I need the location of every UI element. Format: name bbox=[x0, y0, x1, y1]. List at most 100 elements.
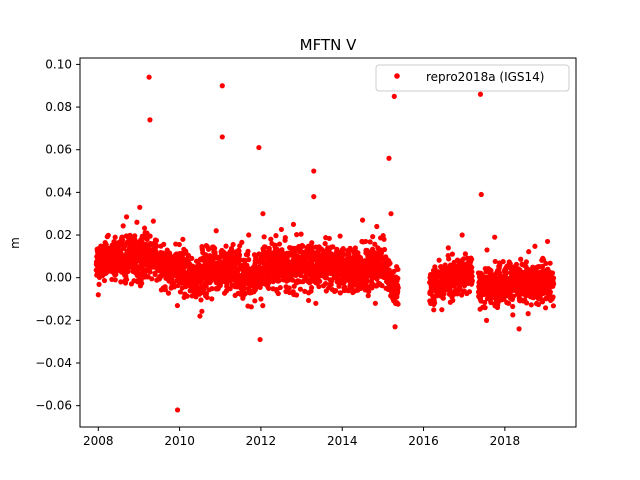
data-point bbox=[513, 261, 520, 268]
data-point bbox=[544, 238, 551, 245]
data-point bbox=[469, 273, 475, 279]
data-point bbox=[469, 264, 475, 271]
data-point bbox=[317, 278, 323, 284]
data-point bbox=[198, 297, 204, 303]
legend-box bbox=[375, 64, 570, 92]
data-point bbox=[482, 299, 488, 306]
data-point bbox=[516, 326, 522, 332]
data-point bbox=[395, 301, 401, 307]
data-point bbox=[378, 250, 385, 256]
data-point bbox=[550, 294, 556, 300]
data-point bbox=[212, 245, 218, 251]
data-point bbox=[445, 245, 451, 251]
data-point bbox=[239, 239, 245, 245]
data-point bbox=[209, 296, 215, 302]
data-point bbox=[462, 251, 468, 257]
data-point bbox=[391, 268, 397, 274]
data-point bbox=[273, 233, 279, 239]
data-point bbox=[367, 239, 373, 245]
data-point bbox=[359, 217, 366, 223]
data-point bbox=[340, 252, 346, 258]
data-point bbox=[469, 269, 475, 275]
data-point bbox=[313, 300, 319, 306]
data-point bbox=[492, 258, 498, 265]
data-point bbox=[450, 297, 456, 303]
data-point bbox=[101, 277, 108, 284]
data-point bbox=[256, 144, 262, 151]
data-point bbox=[260, 303, 266, 309]
data-point bbox=[316, 283, 322, 290]
data-point bbox=[293, 292, 300, 298]
data-point bbox=[326, 235, 332, 242]
data-point bbox=[199, 308, 205, 314]
data-point bbox=[223, 288, 230, 294]
data-point bbox=[302, 288, 308, 294]
data-point bbox=[137, 204, 143, 210]
points-layer bbox=[93, 74, 557, 413]
data-point bbox=[484, 247, 490, 253]
data-point bbox=[311, 194, 317, 200]
data-point bbox=[337, 290, 343, 296]
data-point bbox=[503, 270, 510, 276]
data-point bbox=[246, 232, 252, 238]
data-point bbox=[322, 240, 328, 247]
data-point bbox=[266, 245, 272, 251]
data-point bbox=[113, 271, 119, 278]
data-point bbox=[543, 260, 549, 267]
data-point bbox=[203, 291, 210, 297]
data-point bbox=[510, 312, 516, 318]
data-point bbox=[305, 297, 312, 304]
data-point bbox=[204, 294, 210, 301]
data-point bbox=[370, 234, 376, 240]
data-point bbox=[197, 313, 203, 319]
data-point bbox=[478, 294, 484, 300]
data-point bbox=[379, 283, 385, 289]
data-point bbox=[209, 286, 215, 292]
data-point bbox=[228, 245, 235, 252]
data-point bbox=[391, 93, 397, 99]
data-point bbox=[105, 232, 111, 238]
data-point bbox=[261, 234, 267, 240]
x-tick-label: 2008 bbox=[83, 434, 114, 448]
data-point bbox=[459, 232, 465, 238]
data-point bbox=[245, 248, 251, 254]
data-point bbox=[118, 279, 124, 285]
data-point bbox=[189, 255, 195, 261]
data-point bbox=[449, 251, 455, 257]
data-point bbox=[488, 267, 494, 274]
data-point bbox=[246, 256, 252, 263]
data-point bbox=[176, 241, 182, 248]
data-point bbox=[141, 225, 148, 231]
data-point bbox=[340, 246, 346, 252]
data-point bbox=[290, 221, 297, 227]
data-point bbox=[147, 269, 153, 275]
data-point bbox=[242, 291, 248, 297]
data-point bbox=[374, 276, 380, 282]
data-point bbox=[252, 298, 258, 304]
data-point bbox=[262, 244, 268, 250]
y-axis-label: m bbox=[8, 237, 22, 249]
data-point bbox=[180, 236, 186, 242]
data-point bbox=[510, 293, 517, 299]
data-point bbox=[547, 289, 553, 295]
data-point bbox=[276, 277, 282, 284]
data-point bbox=[241, 285, 248, 291]
data-point bbox=[213, 228, 219, 234]
data-point bbox=[333, 288, 339, 294]
data-point bbox=[505, 300, 512, 306]
data-point bbox=[374, 223, 380, 230]
data-point bbox=[365, 293, 371, 299]
data-point bbox=[539, 299, 546, 305]
data-point bbox=[248, 304, 254, 310]
data-point bbox=[440, 295, 446, 301]
data-point bbox=[96, 281, 102, 287]
data-point bbox=[483, 317, 490, 323]
data-point bbox=[441, 291, 447, 297]
data-point bbox=[282, 235, 288, 241]
data-point bbox=[205, 246, 212, 252]
data-point bbox=[275, 290, 281, 297]
data-point bbox=[386, 155, 392, 161]
data-point bbox=[300, 243, 306, 249]
data-point bbox=[381, 236, 387, 242]
data-point bbox=[120, 237, 126, 243]
